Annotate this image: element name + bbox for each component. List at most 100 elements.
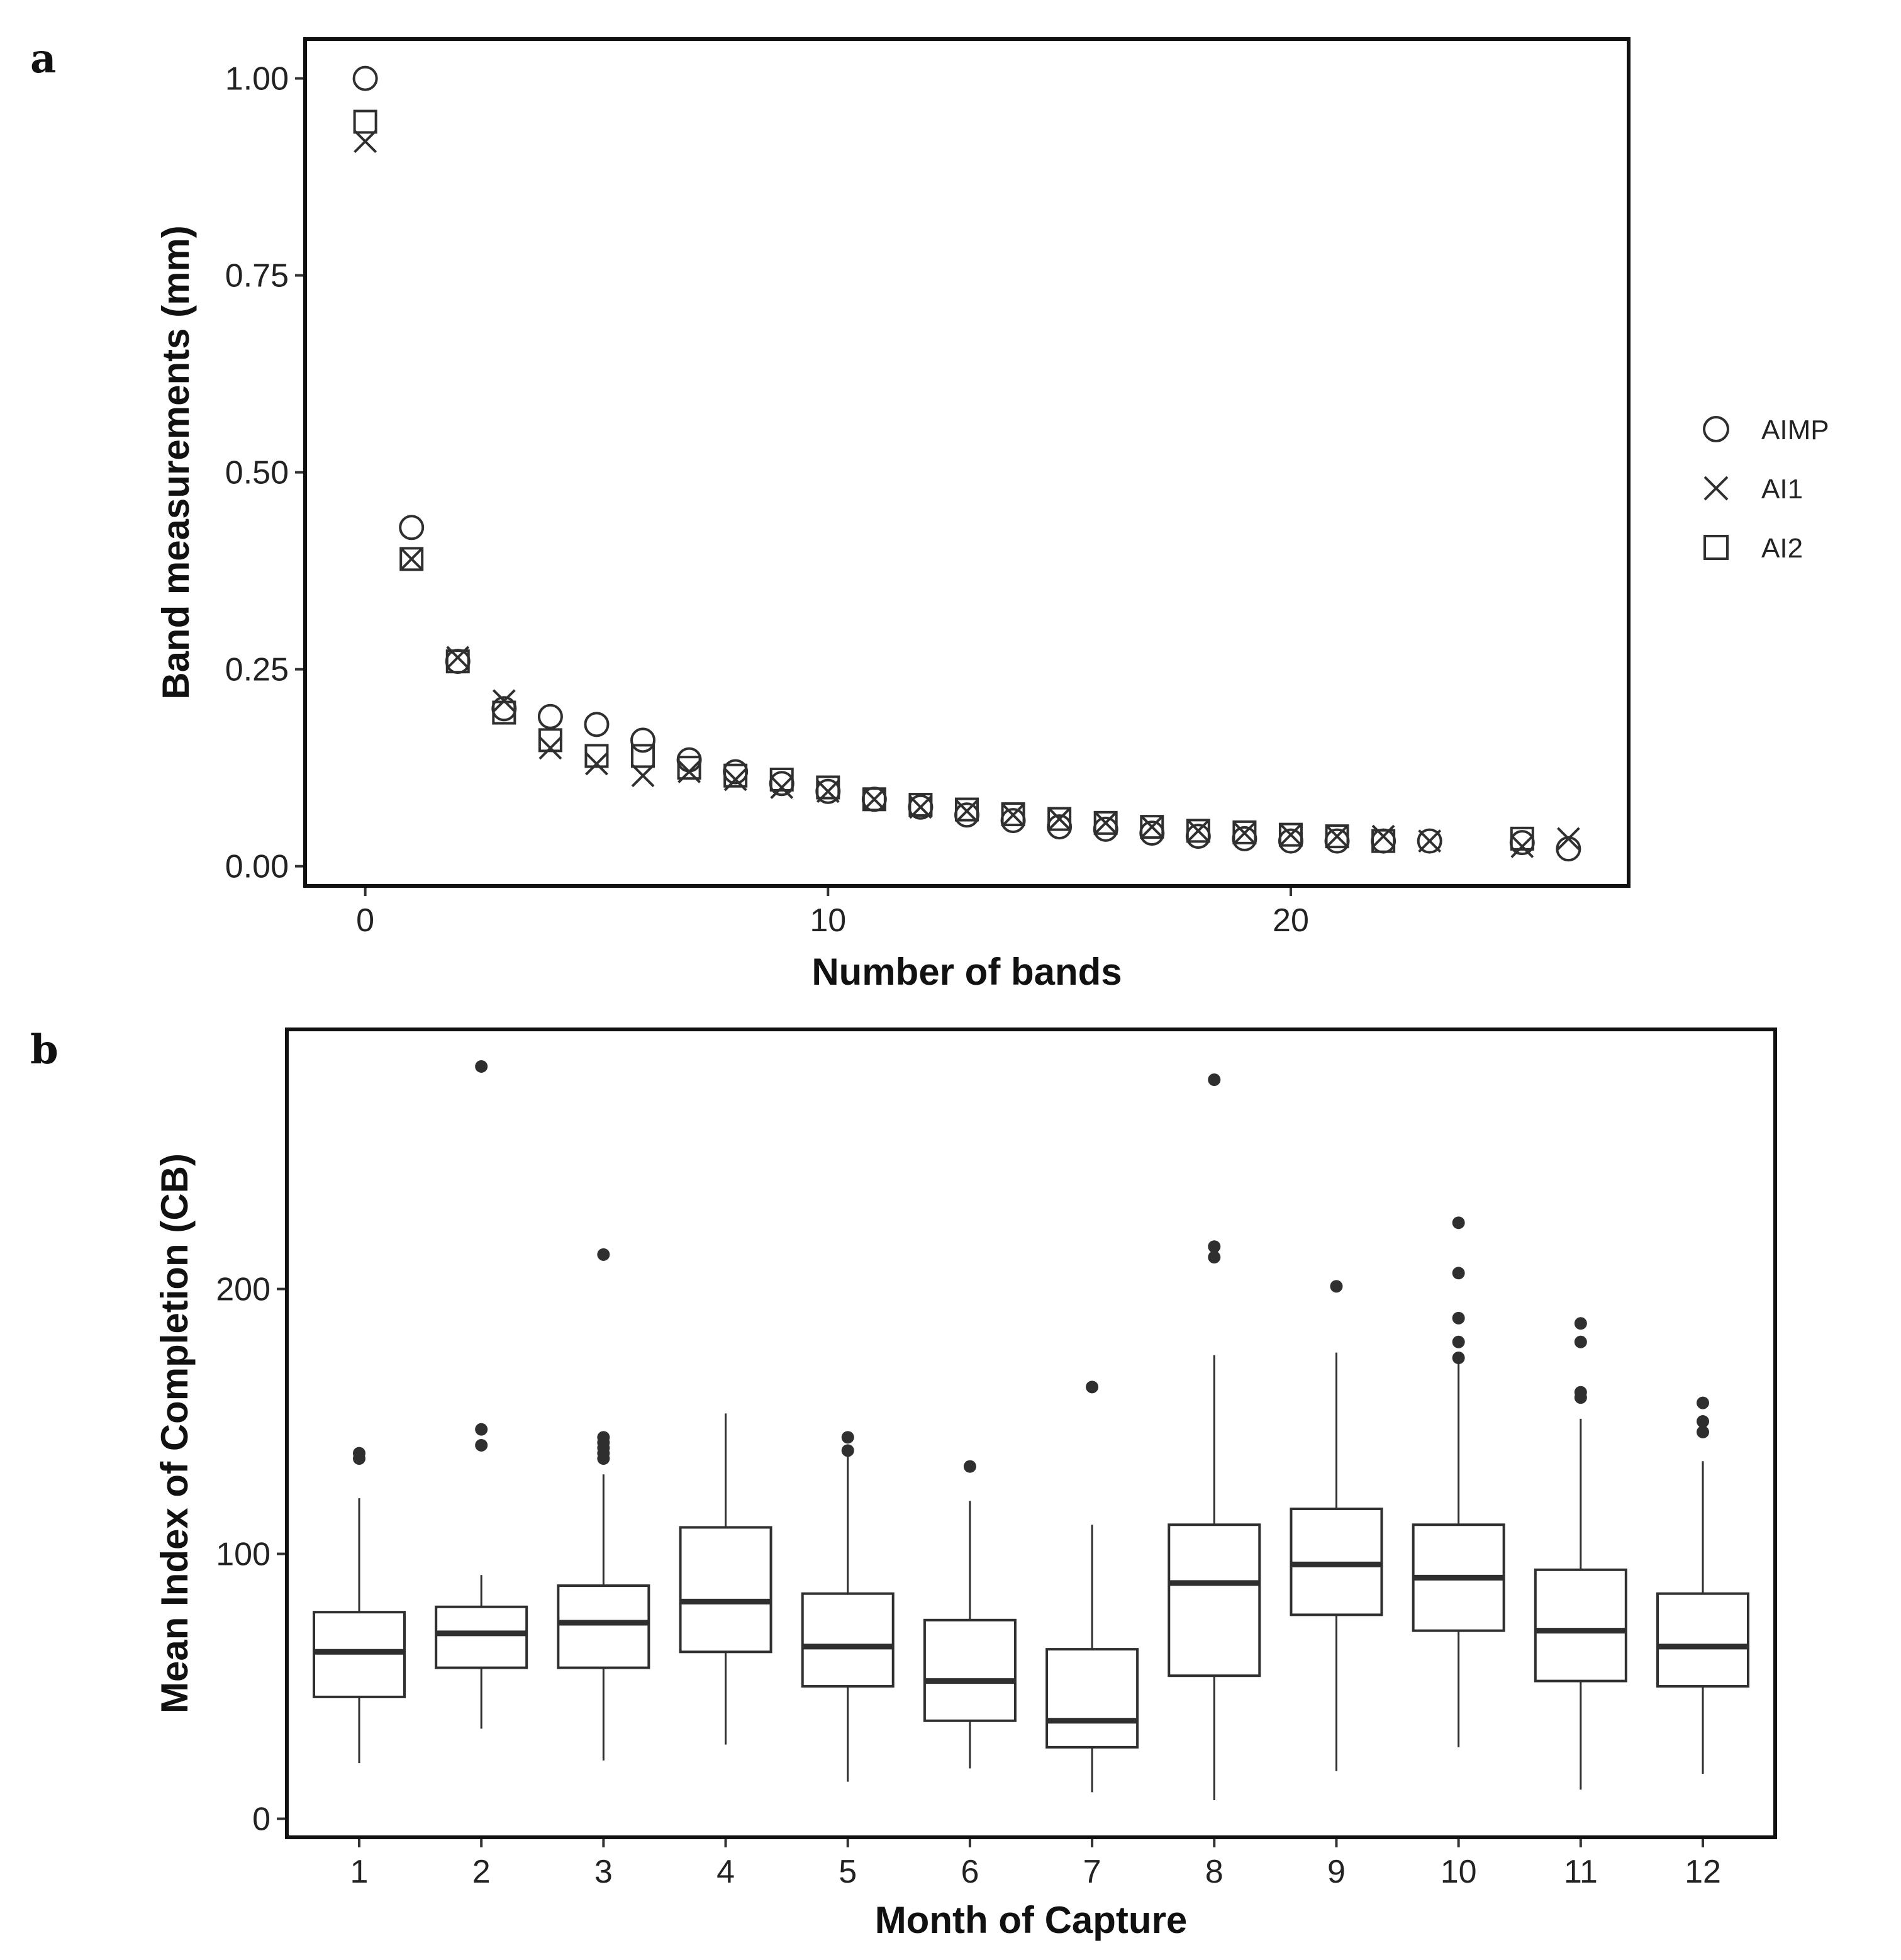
panel-b-x-tick-label-2: 2 [472,1854,491,1890]
legend-label-aimp: AIMP [1761,415,1829,445]
legend-label-ai2: AI2 [1761,533,1803,564]
point-ai2-13 [955,797,979,822]
point-ai1-5 [585,752,608,776]
point-ai2-11 [862,787,886,812]
box-iqr-4 [679,1526,772,1654]
panel-b-x-tick-label-5: 5 [839,1854,857,1890]
point-ai1-24-stroke-2 [1510,834,1534,858]
outlier-6-0 [963,1460,976,1473]
panel-b-x-tick-label-8: 8 [1205,1854,1224,1890]
point-ai1-9-stroke-2 [770,776,794,799]
box-month-1 [313,1447,406,1764]
panel-a-x-axis-title: Number of bands [811,951,1122,993]
point-ai1-15-stroke-2 [1047,807,1071,831]
outlier-11-1 [1574,1386,1587,1399]
point-ai1-19-stroke-2 [1232,821,1256,845]
point-ai2-21 [1325,824,1349,849]
point-aimp-7 [676,747,702,773]
point-aimp-18 [1185,824,1211,849]
panel-b-x-tick-label-11: 11 [1564,1854,1598,1890]
point-aimp-21 [1324,828,1350,854]
outlier-8-1 [1208,1240,1221,1253]
point-ai1-5-stroke-2 [585,752,608,776]
panel-b-x-axis-title: Month of Capture [875,1899,1188,1941]
point-ai1-11-stroke-2 [862,787,886,811]
outlier-3-5 [597,1248,610,1261]
point-aimp-2 [445,649,471,675]
point-aimp-0 [352,65,378,91]
point-ai1-15 [1047,807,1071,831]
outlier-10-2 [1452,1311,1465,1324]
panel-a-x-tick-label-0: 0 [356,902,374,939]
point-ai2-6 [631,744,655,768]
panel-b-x-tick-label-7: 7 [1083,1854,1101,1890]
panel-b-x-tick-label-6: 6 [961,1854,979,1890]
outlier-2-0 [475,1438,488,1452]
outlier-10-1 [1452,1335,1465,1348]
point-ai2-16 [1093,810,1118,835]
outlier-10-3 [1452,1267,1465,1280]
point-ai1-6 [631,764,655,788]
box-month-8 [1168,1073,1261,1801]
outlier-11-2 [1574,1335,1587,1348]
box-iqr-8 [1168,1523,1261,1677]
panel-a-y-tick-label-4: 1.00 [225,61,289,98]
point-ai2-18 [1186,819,1210,843]
panel-a-scatter-chart: a 0.00 0.25 0.50 0.75 1.00 0 10 20 Number of ba… [30,35,1829,993]
point-ai2-15 [1047,807,1072,831]
point-ai1-23-stroke-2 [1418,829,1442,853]
point-aimp-14 [1000,808,1026,834]
box-month-7 [1045,1380,1139,1793]
outlier-2-1 [475,1423,488,1436]
panel-a-y-tick-label-2: 0.50 [225,455,289,491]
point-ai2-14 [1001,802,1025,827]
legend-marker-ai1-stroke-2 [1703,476,1729,501]
box-month-12 [1656,1396,1749,1774]
point-aimp-19 [1232,826,1257,851]
panel-b-letter: b [30,1026,59,1073]
point-ai1-21 [1325,824,1349,848]
box-month-6 [923,1460,1017,1769]
box-month-11 [1534,1317,1627,1790]
point-ai1-4-stroke-2 [538,736,562,760]
point-aimp-5 [584,712,610,737]
point-ai1-24 [1510,834,1534,858]
outlier-2-2 [475,1060,488,1073]
point-ai2-0 [353,109,377,134]
point-ai2-19 [1232,820,1257,844]
panel-a-letter: a [30,35,56,82]
point-ai1-20 [1279,823,1303,847]
point-ai1-17 [1140,815,1164,839]
point-ai1-25-stroke-2 [1556,827,1580,851]
panel-b-x-tick-label-1: 1 [350,1854,369,1890]
box-iqr-12 [1656,1592,1749,1688]
point-ai1-1-stroke-2 [399,547,423,571]
point-ai2-10 [816,775,840,800]
point-ai1-9 [770,776,794,799]
point-ai1-16-stroke-2 [1094,811,1118,835]
point-aimp-4 [537,703,563,729]
point-ai1-0-stroke-2 [354,130,377,154]
panel-a-plot-frame [303,37,1631,888]
outlier-1-1 [353,1447,365,1460]
point-ai2-22 [1371,829,1396,853]
point-ai1-20-stroke-2 [1279,823,1303,847]
box-iqr-7 [1045,1648,1139,1749]
point-aimp-1 [399,515,425,540]
point-ai2-1 [399,547,424,571]
point-ai1-6-stroke-2 [631,764,655,788]
box-month-5 [801,1431,895,1782]
box-month-9 [1290,1280,1383,1771]
point-aimp-25 [1556,836,1581,862]
panel-a-points [352,65,1581,862]
point-ai1-14 [1001,803,1025,827]
outlier-7-0 [1086,1380,1099,1394]
box-iqr-5 [801,1592,895,1688]
point-ai2-9 [769,767,794,792]
point-aimp-22 [1371,828,1396,854]
box-month-2 [435,1060,528,1729]
point-ai2-23 [1510,826,1534,851]
point-ai2-17 [1140,815,1164,839]
